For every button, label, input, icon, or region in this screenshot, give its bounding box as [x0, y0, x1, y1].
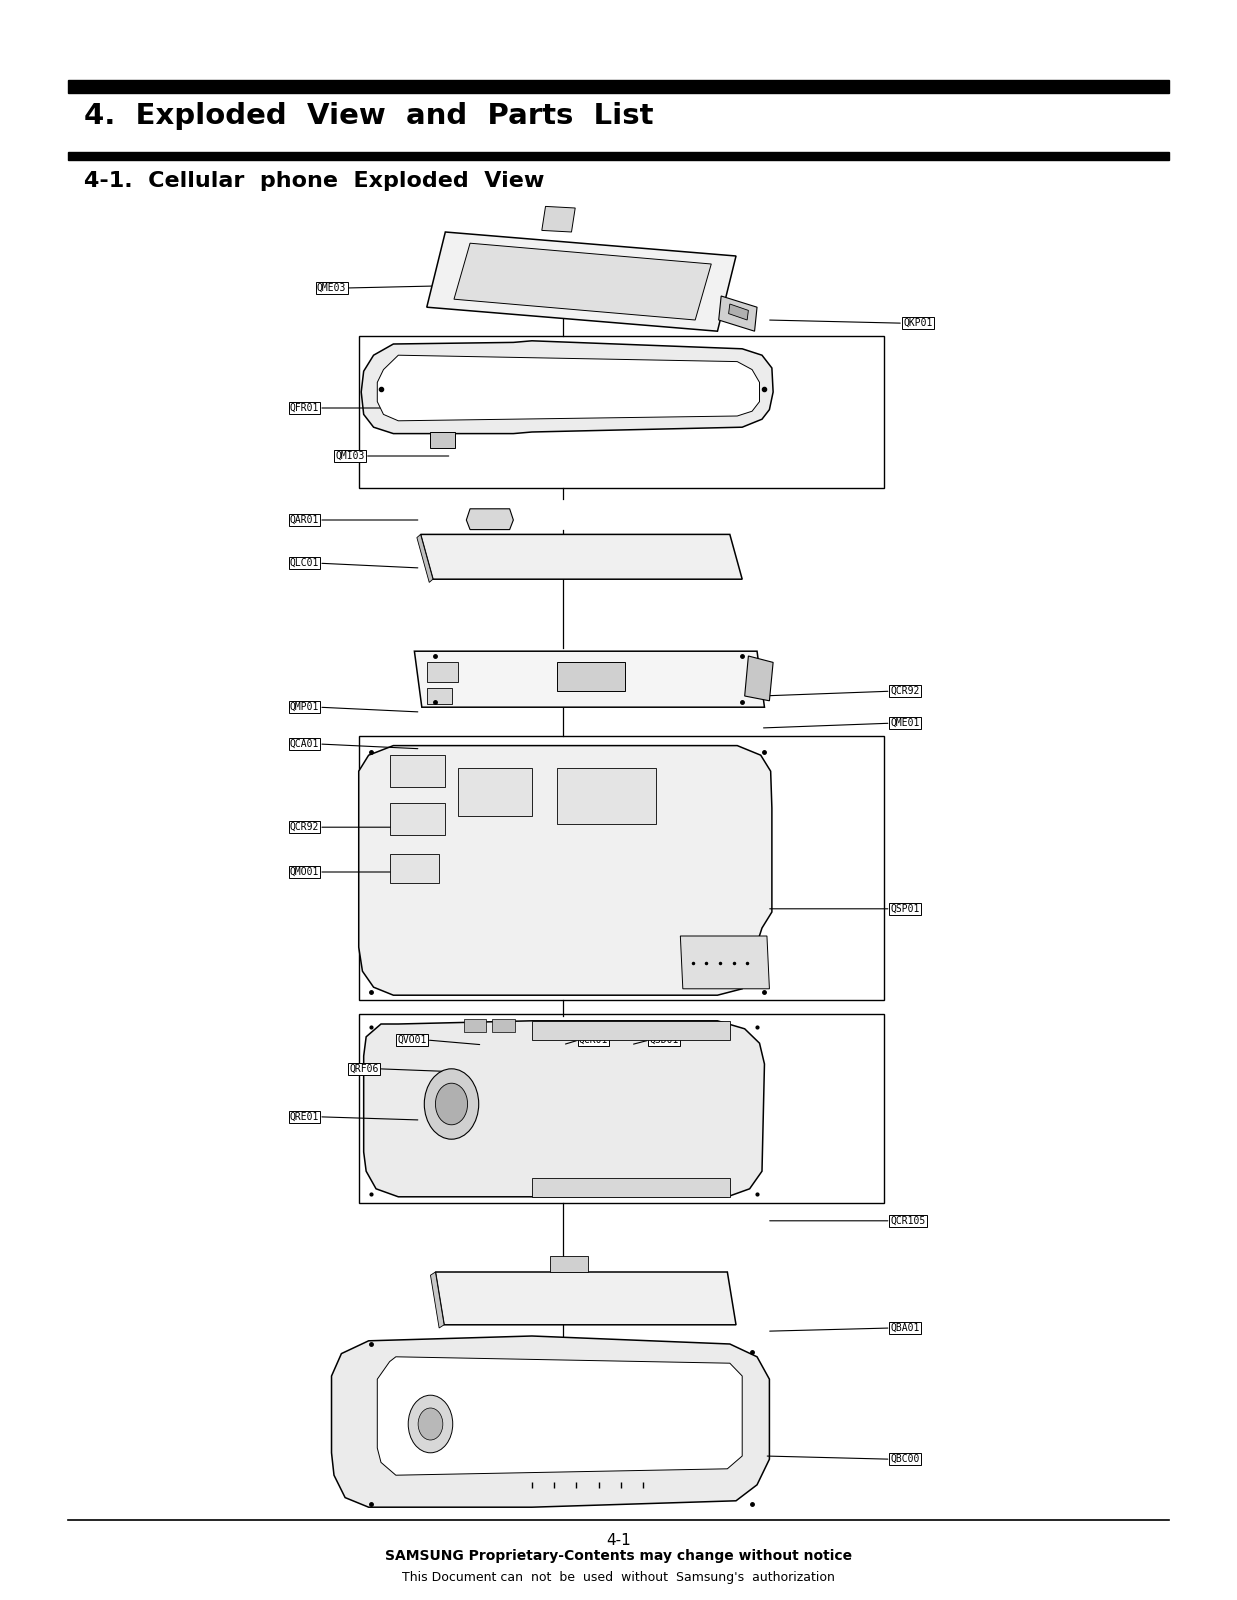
Polygon shape: [377, 355, 760, 421]
Bar: [458, 768, 532, 816]
Bar: [359, 736, 884, 1000]
Text: QME01: QME01: [891, 718, 920, 728]
Text: QRF06: QRF06: [349, 1064, 379, 1074]
Text: QAR01: QAR01: [289, 515, 319, 525]
Bar: [390, 755, 445, 787]
Text: QCR105: QCR105: [891, 1216, 925, 1226]
Polygon shape: [542, 206, 575, 232]
Polygon shape: [414, 651, 764, 707]
Bar: [550, 1256, 588, 1272]
Polygon shape: [417, 534, 433, 582]
Circle shape: [418, 1408, 443, 1440]
Polygon shape: [430, 1272, 444, 1328]
Text: QCR92: QCR92: [891, 686, 920, 696]
Bar: [390, 854, 439, 883]
Polygon shape: [719, 296, 757, 331]
Bar: [427, 662, 458, 682]
Polygon shape: [435, 1272, 736, 1325]
Bar: [557, 662, 625, 691]
Circle shape: [424, 1069, 479, 1139]
Bar: [359, 1014, 884, 1203]
Text: QMP01: QMP01: [289, 702, 319, 712]
Polygon shape: [454, 243, 711, 320]
Text: QRE01: QRE01: [289, 1112, 319, 1122]
Text: QFR01: QFR01: [289, 403, 319, 413]
Polygon shape: [377, 1357, 742, 1475]
Bar: [390, 803, 445, 835]
Text: QSD01: QSD01: [649, 1035, 679, 1045]
Text: QCK01: QCK01: [579, 1035, 609, 1045]
Polygon shape: [745, 656, 773, 701]
Polygon shape: [332, 1336, 769, 1507]
Polygon shape: [361, 341, 773, 434]
Bar: [532, 1178, 730, 1197]
Polygon shape: [359, 746, 772, 995]
Polygon shape: [421, 534, 742, 579]
Text: QBA01: QBA01: [891, 1323, 920, 1333]
Text: QMO01: QMO01: [289, 867, 319, 877]
Text: 4.  Exploded  View  and  Parts  List: 4. Exploded View and Parts List: [84, 102, 653, 130]
Bar: [427, 688, 452, 704]
Text: QMI03: QMI03: [335, 451, 365, 461]
Circle shape: [435, 1083, 468, 1125]
Text: This Document can  not  be  used  without  Samsung's  authorization: This Document can not be used without Sa…: [402, 1571, 835, 1584]
Text: SAMSUNG Proprietary-Contents may change without notice: SAMSUNG Proprietary-Contents may change …: [385, 1549, 852, 1563]
Bar: [68, 80, 1169, 93]
Polygon shape: [680, 936, 769, 989]
Text: QKP01: QKP01: [903, 318, 933, 328]
Text: QVO01: QVO01: [397, 1035, 427, 1045]
Text: QCR92: QCR92: [289, 822, 319, 832]
Polygon shape: [466, 509, 513, 530]
Bar: [532, 1021, 730, 1040]
Text: 4-1: 4-1: [606, 1533, 631, 1547]
Text: 4-1.  Cellular  phone  Exploded  View: 4-1. Cellular phone Exploded View: [84, 171, 544, 192]
Polygon shape: [364, 1021, 764, 1197]
Text: QME03: QME03: [317, 283, 346, 293]
Polygon shape: [430, 432, 455, 448]
Bar: [68, 152, 1169, 160]
Polygon shape: [427, 232, 736, 331]
Text: QLC01: QLC01: [289, 558, 319, 568]
Text: QSP01: QSP01: [891, 904, 920, 914]
Bar: [557, 768, 656, 824]
Bar: [492, 1019, 515, 1032]
Bar: [359, 336, 884, 488]
Circle shape: [408, 1395, 453, 1453]
Bar: [464, 1019, 486, 1032]
Text: QCA01: QCA01: [289, 739, 319, 749]
Text: QBC00: QBC00: [891, 1454, 920, 1464]
Polygon shape: [729, 304, 748, 320]
